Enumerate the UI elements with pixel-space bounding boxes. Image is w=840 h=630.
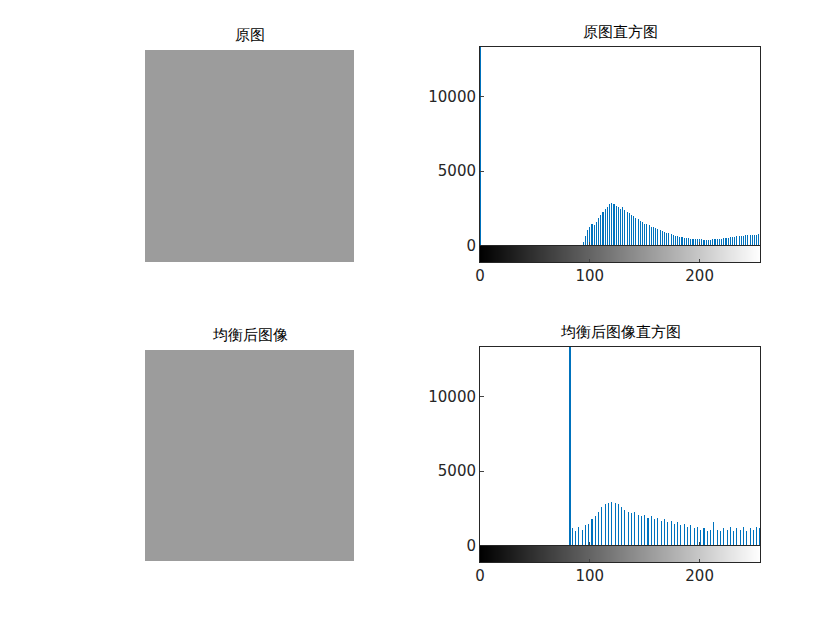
svg-text:10000: 10000 xyxy=(428,88,476,106)
svg-text:0: 0 xyxy=(466,537,476,555)
svg-text:均衡后图像直方图: 均衡后图像直方图 xyxy=(560,323,681,341)
svg-text:5000: 5000 xyxy=(438,462,476,480)
svg-text:原图: 原图 xyxy=(235,26,265,44)
svg-text:100: 100 xyxy=(575,267,604,285)
svg-text:原图直方图: 原图直方图 xyxy=(583,23,658,41)
svg-text:0: 0 xyxy=(475,567,485,585)
svg-text:200: 200 xyxy=(685,267,714,285)
svg-text:100: 100 xyxy=(575,567,604,585)
svg-text:200: 200 xyxy=(685,567,714,585)
svg-text:5000: 5000 xyxy=(438,162,476,180)
svg-text:10000: 10000 xyxy=(428,388,476,406)
svg-text:0: 0 xyxy=(466,237,476,255)
svg-text:0: 0 xyxy=(475,267,485,285)
svg-text:均衡后图像: 均衡后图像 xyxy=(212,326,288,344)
